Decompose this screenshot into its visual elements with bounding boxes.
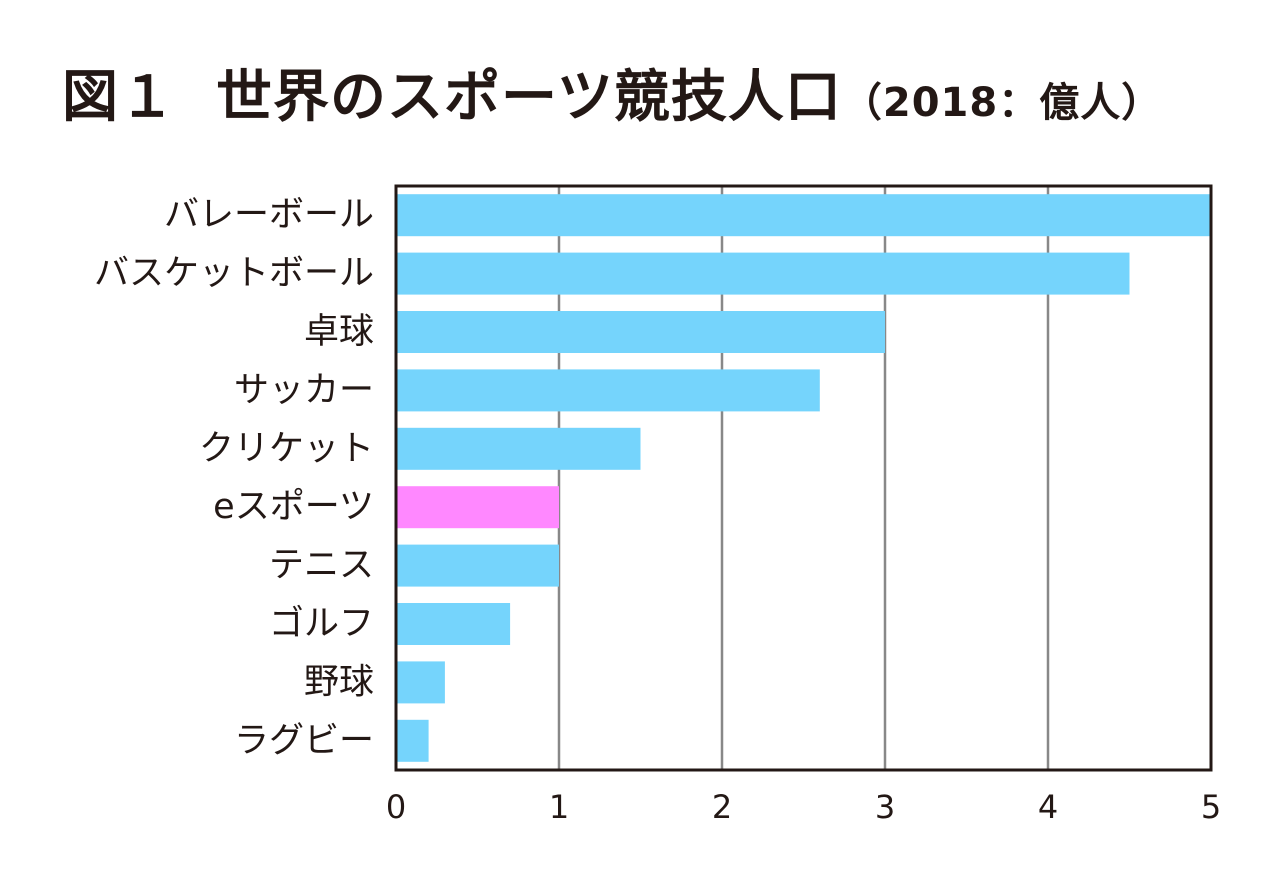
category-label: バスケットボール	[94, 254, 374, 294]
bar	[396, 603, 511, 645]
x-tick-label: 4	[1038, 788, 1058, 826]
title-text: 世界のスポーツ競技人口	[216, 65, 842, 130]
category-label: ゴルフ	[269, 604, 374, 644]
category-label: ラグビー	[234, 721, 374, 761]
category-label: 卓球	[304, 312, 374, 352]
x-tick-label: 1	[549, 788, 569, 826]
bar	[396, 194, 1211, 237]
title-unit: （2018：億人）	[841, 80, 1163, 126]
bar	[396, 661, 445, 704]
bar	[396, 311, 885, 353]
category-label: テニス	[269, 546, 374, 586]
x-tick-label: 5	[1201, 788, 1221, 826]
chart-title: 図１ 世界のスポーツ競技人口（2018：億人）	[62, 52, 1162, 133]
category-label: 野球	[304, 662, 374, 702]
x-tick-label: 3	[875, 788, 895, 826]
x-tick-label: 2	[712, 788, 732, 826]
figure-number: 図１	[62, 65, 176, 130]
plot-frame	[394, 184, 1213, 772]
x-tick-label: 0	[386, 788, 406, 826]
bar	[396, 486, 559, 529]
bar	[396, 252, 1130, 295]
category-label: eスポーツ	[213, 487, 374, 527]
bar	[396, 369, 820, 412]
category-label: バレーボール	[164, 195, 374, 235]
category-label: クリケット	[199, 429, 374, 469]
bar	[396, 427, 641, 470]
category-label: サッカー	[234, 370, 374, 410]
bar	[396, 544, 559, 587]
bar	[396, 719, 429, 762]
